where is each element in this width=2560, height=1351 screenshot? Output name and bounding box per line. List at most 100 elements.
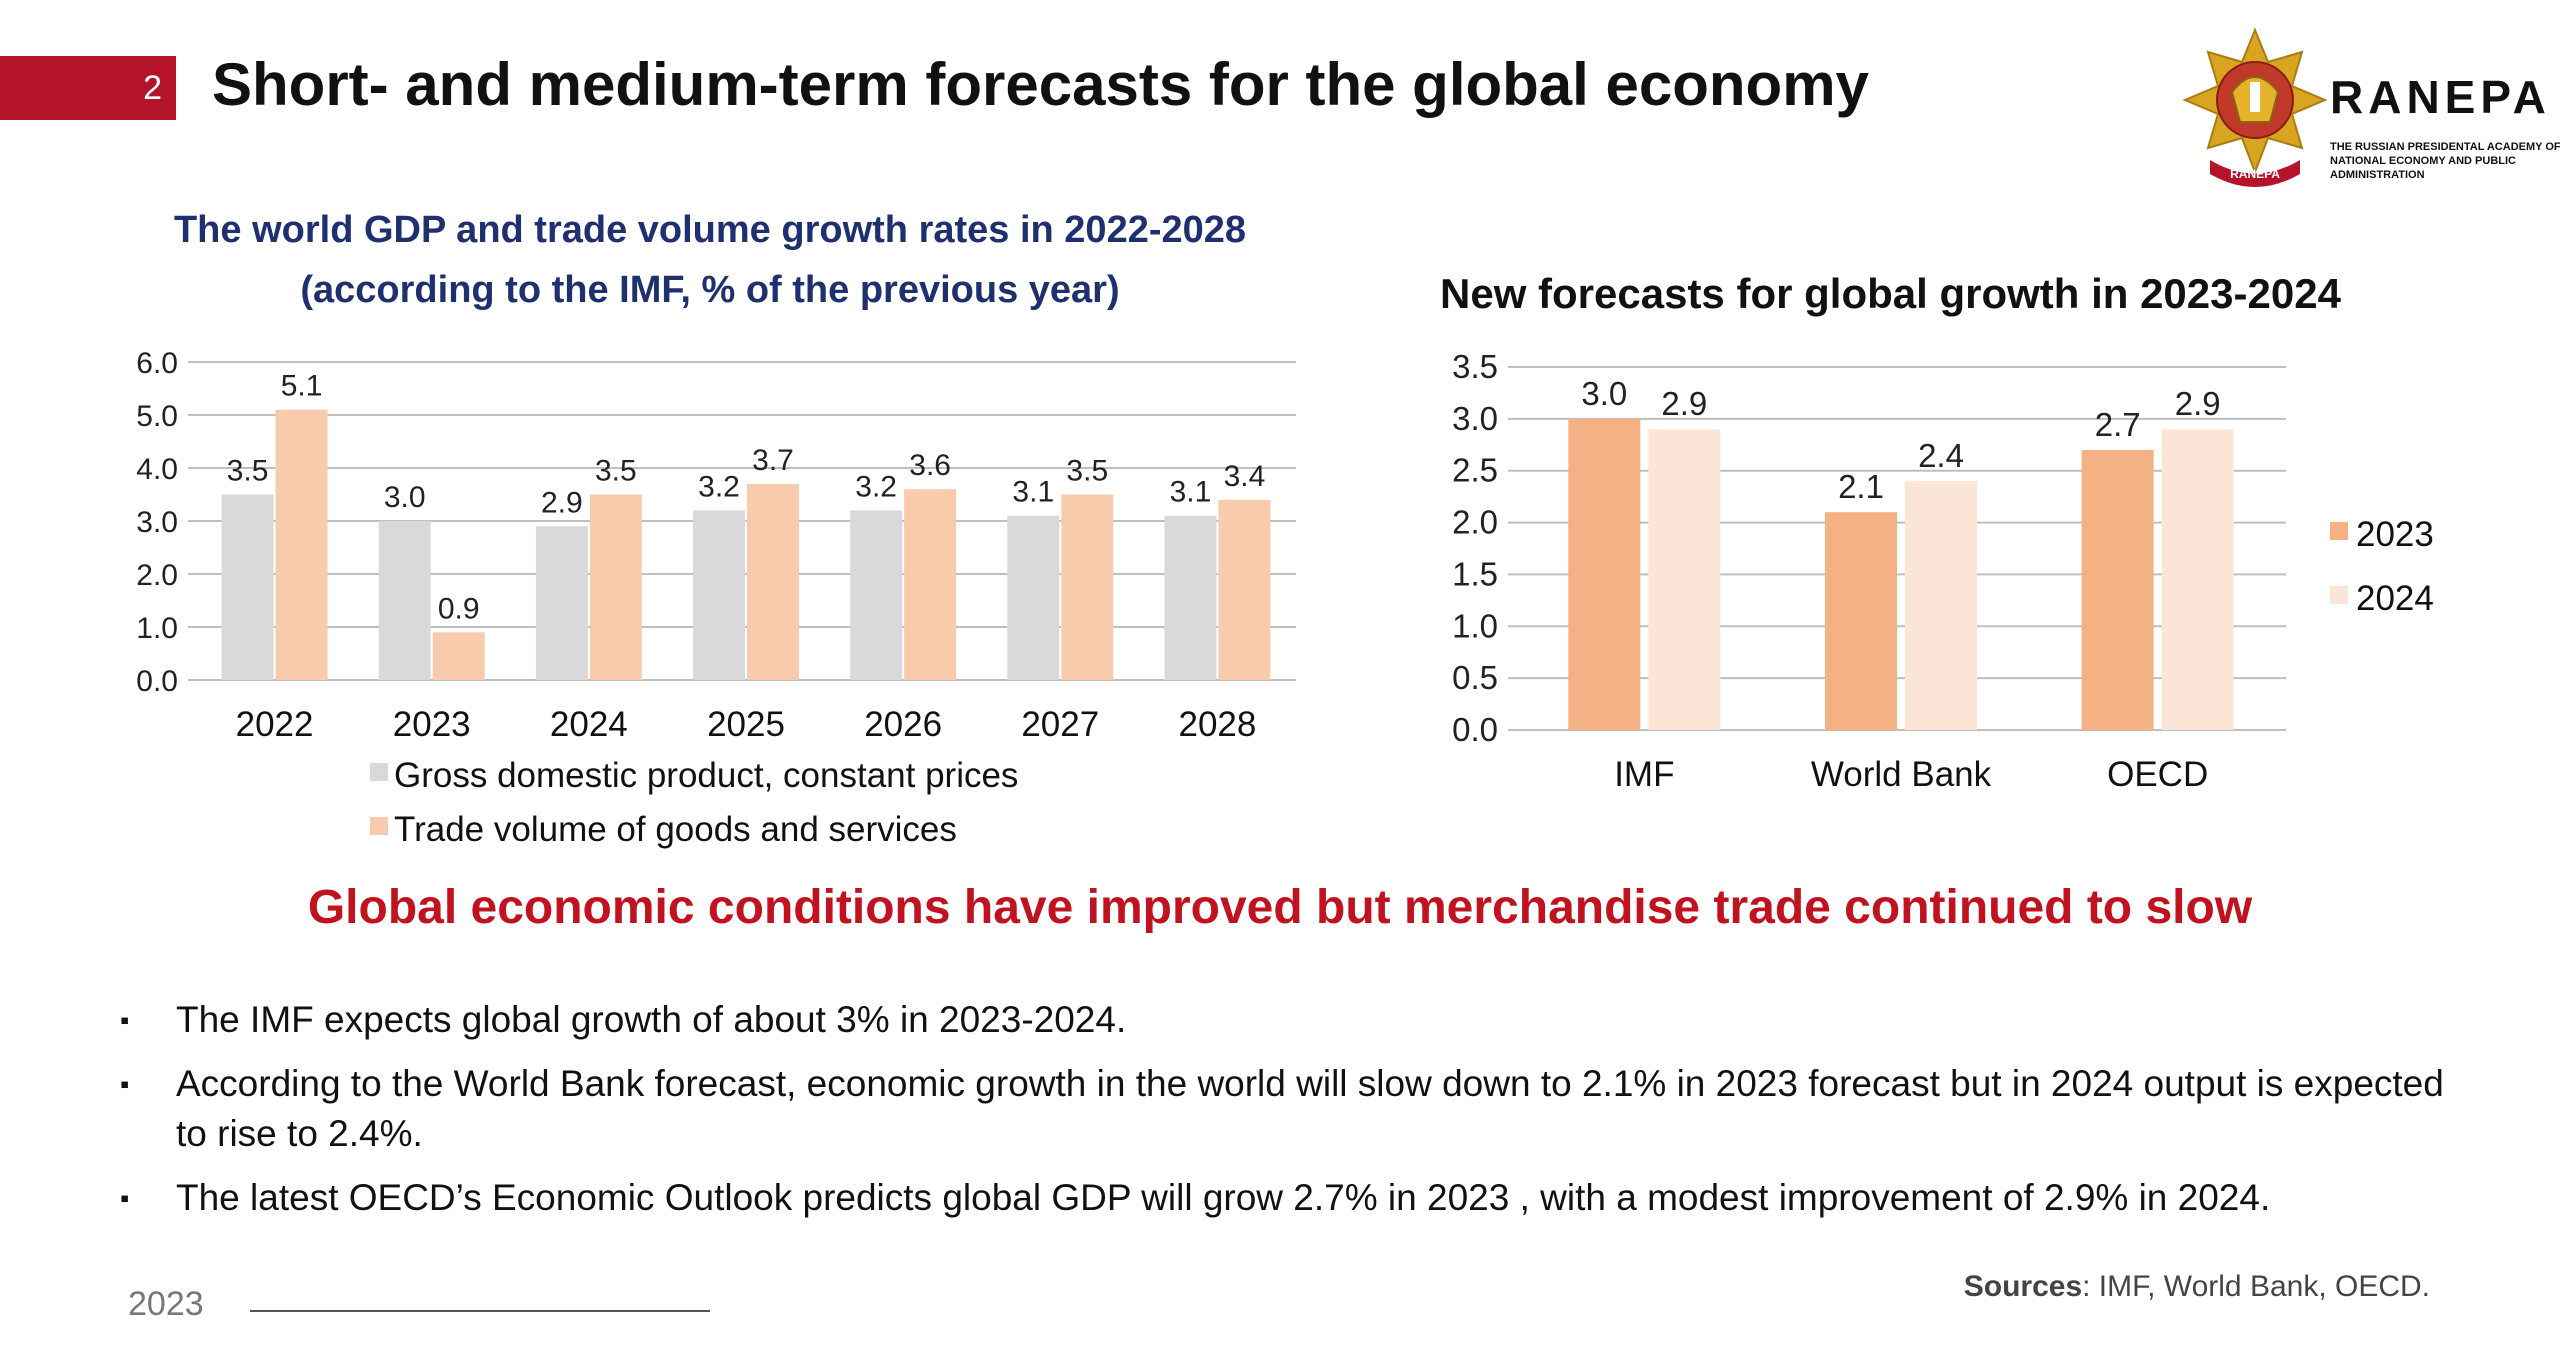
data-label: 3.1 [1012, 476, 1054, 509]
y-tick-label: 1.0 [1452, 607, 1498, 644]
bullet-item: ▪ The latest OECD’s Economic Outlook pre… [120, 1173, 2460, 1223]
bullet-item: ▪ According to the World Bank forecast, … [120, 1059, 2460, 1159]
legend-label: Trade volume of goods and services [394, 810, 957, 849]
ranepa-logo: RANEPA RANEPA THE RUSSIAN PRESIDENTAL AC… [2180, 22, 2560, 202]
sources-label: Sources [1963, 1270, 2083, 1303]
x-category-label: 2028 [1178, 705, 1256, 744]
slide-title: Short- and medium-term forecasts for the… [212, 51, 1869, 118]
bar-gross-domestic-product-constant-prices-2028 [1164, 515, 1217, 680]
bar-2024-world-bank [1905, 481, 1977, 730]
data-label: 0.9 [438, 592, 480, 625]
bar-trade-volume-of-goods-and-services-2022 [275, 409, 328, 680]
y-tick-label: 3.5 [1452, 348, 1498, 385]
logo-subtitle: THE RUSSIAN PRESIDENTAL ACADEMY OF NATIO… [2330, 141, 2560, 181]
sources-note: Sources: IMF, World Bank, OECD. [1964, 1270, 2430, 1304]
data-label: 3.5 [227, 455, 269, 488]
bar-2023-oecd [2081, 449, 2154, 730]
bar-gross-domestic-product-constant-prices-2023 [378, 521, 431, 680]
data-label: 3.0 [1581, 375, 1627, 412]
data-label: 2.1 [1838, 468, 1884, 505]
bullet-marker: ▪ [120, 1005, 130, 1035]
legend-swatch [2330, 586, 2348, 604]
emblem-ribbon-text: RANEPA [2230, 167, 2280, 181]
data-label: 2.9 [541, 486, 583, 519]
y-tick-label: 0.0 [1452, 711, 1498, 748]
legend-label: 2024 [2356, 579, 2434, 618]
legend-label: Gross domestic product, constant prices [394, 756, 1018, 795]
sources-text: : IMF, World Bank, OECD. [2082, 1270, 2430, 1303]
bar-2024-imf [1648, 429, 1721, 730]
x-category-label: 2022 [236, 705, 314, 744]
bar-gross-domestic-product-constant-prices-2024 [535, 526, 588, 680]
data-label: 3.2 [698, 470, 740, 503]
y-tick-label: 0.5 [1452, 659, 1498, 696]
bar-trade-volume-of-goods-and-services-2028 [1218, 499, 1271, 680]
footer-divider [250, 1310, 710, 1312]
ranepa-emblem-icon: RANEPA [2182, 27, 2328, 187]
bullet-text: The IMF expects global growth of about 3… [176, 999, 1127, 1040]
x-category-label: IMF [1614, 755, 1674, 794]
bar-gross-domestic-product-constant-prices-2022 [221, 494, 274, 680]
bullet-text: According to the World Bank forecast, ec… [176, 1063, 2444, 1154]
bar-gross-domestic-product-constant-prices-2026 [850, 510, 903, 680]
legend-label: 2023 [2356, 515, 2434, 554]
y-tick-label: 6.0 [136, 347, 178, 380]
y-tick-label: 1.0 [136, 612, 178, 645]
x-category-label: OECD [2107, 755, 2208, 794]
data-label: 2.9 [2175, 385, 2221, 422]
legend-swatch [370, 817, 388, 835]
bullet-text: The latest OECD’s Economic Outlook predi… [176, 1177, 2271, 1218]
y-tick-label: 2.0 [136, 559, 178, 592]
chart2-title: New forecasts for global growth in 2023-… [1440, 270, 2341, 317]
data-label: 5.1 [281, 370, 323, 403]
data-label: 3.5 [595, 455, 637, 488]
logo-wordmark: RANEPA [2330, 71, 2551, 123]
y-tick-label: 2.5 [1452, 452, 1498, 489]
x-category-label: 2027 [1021, 705, 1099, 744]
bar-trade-volume-of-goods-and-services-2027 [1061, 494, 1114, 680]
data-label: 3.2 [855, 470, 897, 503]
x-category-label: 2026 [864, 705, 942, 744]
bullet-marker: ▪ [120, 1069, 130, 1099]
bar-2023-imf [1568, 418, 1641, 730]
y-tick-label: 0.0 [136, 665, 178, 698]
legend-swatch [370, 763, 388, 781]
y-tick-label: 3.0 [136, 506, 178, 539]
bullet-list: ▪ The IMF expects global growth of about… [120, 995, 2460, 1237]
bar-gross-domestic-product-constant-prices-2027 [1007, 515, 1060, 680]
x-category-label: 2025 [707, 705, 785, 744]
charts-canvas: 0.0 1.0 2.0 3.0 4.0 5.0 6.0 3.5 5.1 2022 3.0 0.9 202… [136, 347, 2434, 849]
x-category-label: 2023 [393, 705, 471, 744]
y-tick-label: 1.5 [1452, 555, 1498, 592]
bullet-item: ▪ The IMF expects global growth of about… [120, 995, 2460, 1045]
y-tick-label: 3.0 [1452, 400, 1498, 437]
bar-2024-oecd [2161, 429, 2234, 730]
x-category-label: 2024 [550, 705, 628, 744]
data-label: 2.7 [2095, 406, 2141, 443]
data-label: 3.7 [752, 444, 794, 477]
bar-trade-volume-of-goods-and-services-2024 [589, 494, 642, 680]
headline: Global economic conditions have improved… [307, 881, 2253, 934]
data-label: 2.9 [1661, 385, 1707, 422]
bar-2023-world-bank [1825, 512, 1897, 730]
legend-swatch [2330, 522, 2348, 540]
footer-year: 2023 [128, 1285, 204, 1323]
bar-gross-domestic-product-constant-prices-2025 [693, 510, 745, 680]
bar-trade-volume-of-goods-and-services-2025 [747, 483, 799, 680]
data-label: 3.5 [1066, 455, 1108, 488]
data-label: 3.0 [384, 481, 426, 514]
y-tick-label: 5.0 [136, 400, 178, 433]
bullet-marker: ▪ [120, 1183, 130, 1213]
data-label: 3.6 [909, 449, 951, 482]
y-tick-label: 4.0 [136, 453, 178, 486]
chart1-title-line: The world GDP and trade volume growth ra… [173, 209, 1247, 251]
data-label: 3.4 [1224, 460, 1266, 493]
chart1-title: The world GDP and trade volume growth ra… [100, 200, 1320, 320]
data-label: 2.4 [1918, 437, 1964, 474]
bar-trade-volume-of-goods-and-services-2023 [432, 632, 485, 680]
chart1-subtitle-line: (according to the IMF, % of the previous… [300, 269, 1120, 311]
x-category-label: World Bank [1811, 755, 1992, 794]
page-number: 2 [0, 56, 176, 120]
data-label: 3.1 [1170, 476, 1212, 509]
y-tick-label: 2.0 [1452, 504, 1498, 541]
